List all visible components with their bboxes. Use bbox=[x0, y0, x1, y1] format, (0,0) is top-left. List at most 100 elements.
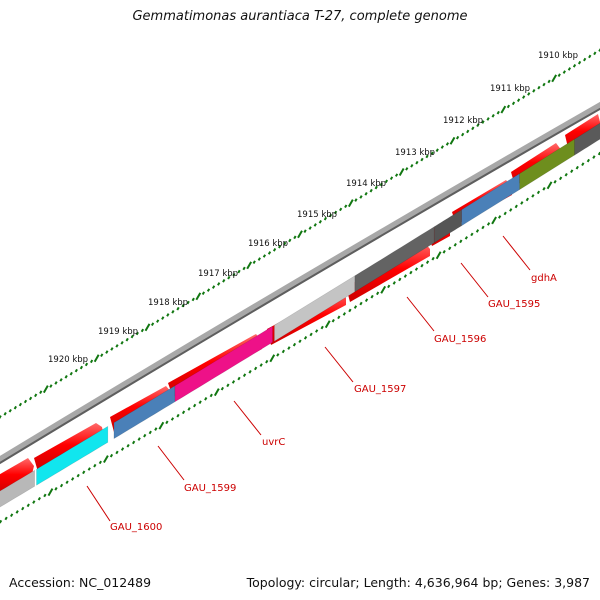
cds-feature bbox=[34, 423, 104, 472]
scale-label: 1916 kbp bbox=[248, 239, 288, 249]
minor-tick bbox=[583, 57, 587, 62]
inner-major-tick bbox=[380, 285, 387, 294]
inner-minor-tick bbox=[54, 487, 58, 491]
minor-tick bbox=[461, 132, 465, 137]
scale-label: 1919 kbp bbox=[98, 327, 138, 337]
minor-tick bbox=[206, 288, 211, 292]
minor-tick bbox=[140, 328, 145, 333]
inner-minor-tick bbox=[132, 440, 136, 445]
inner-minor-tick bbox=[237, 376, 241, 381]
minor-tick bbox=[74, 368, 78, 373]
minor-tick bbox=[471, 126, 475, 131]
inner-minor-tick bbox=[137, 437, 141, 441]
inner-minor-tick bbox=[520, 201, 524, 205]
minor-tick bbox=[150, 322, 155, 327]
minor-tick bbox=[267, 251, 272, 255]
leader-line bbox=[86, 485, 111, 522]
inner-minor-tick bbox=[231, 380, 236, 384]
inner-minor-tick bbox=[498, 215, 502, 219]
minor-tick bbox=[374, 185, 378, 190]
minor-tick bbox=[8, 408, 12, 413]
gene-labels: gdhA GAU_1595 GAU_1596 GAU_1597 uvrC GAU… bbox=[86, 235, 557, 533]
inner-minor-tick bbox=[93, 463, 97, 468]
minor-tick bbox=[39, 390, 43, 395]
scale-tick-marks bbox=[42, 74, 558, 394]
inner-major-tick bbox=[324, 320, 331, 329]
inner-minor-tick bbox=[586, 158, 590, 163]
minor-tick bbox=[23, 399, 28, 404]
minor-tick bbox=[542, 82, 546, 87]
leader-line bbox=[157, 445, 185, 481]
inner-minor-tick bbox=[553, 180, 557, 184]
minor-tick bbox=[89, 359, 94, 364]
inner-minor-tick bbox=[32, 500, 36, 504]
minor-tick bbox=[339, 207, 343, 212]
inner-minor-tick bbox=[248, 370, 252, 374]
inner-minor-tick bbox=[348, 308, 352, 313]
inner-minor-tick bbox=[453, 243, 457, 247]
minor-tick bbox=[384, 179, 389, 184]
gene-track bbox=[0, 122, 600, 508]
topology-text: Topology: circular; Length: 4,636,964 bp… bbox=[246, 575, 590, 590]
inner-minor-tick bbox=[198, 400, 202, 405]
minor-tick bbox=[272, 247, 277, 252]
inner-minor-tick bbox=[570, 169, 574, 174]
inner-minor-tick bbox=[592, 155, 596, 159]
minor-tick bbox=[344, 204, 348, 209]
major-tick bbox=[297, 230, 303, 239]
inner-major-tick bbox=[47, 488, 54, 497]
scale-label: 1915 kbp bbox=[297, 210, 337, 220]
minor-tick bbox=[537, 85, 541, 90]
inner-minor-tick bbox=[220, 386, 224, 391]
major-tick bbox=[93, 354, 100, 363]
gene-label: GAU_1596 bbox=[434, 334, 486, 345]
inner-minor-tick bbox=[414, 267, 419, 271]
inner-minor-tick bbox=[309, 332, 313, 337]
inner-minor-tick bbox=[559, 176, 563, 181]
leader-line bbox=[460, 262, 489, 298]
leader-line bbox=[324, 346, 354, 383]
genome-backbone bbox=[0, 101, 600, 465]
minor-tick bbox=[389, 176, 394, 181]
scale-label: 1914 kbp bbox=[346, 179, 386, 189]
gene-label: gdhA bbox=[531, 273, 557, 284]
gene-label: GAU_1595 bbox=[488, 299, 540, 310]
inner-minor-tick bbox=[398, 277, 402, 282]
minor-tick bbox=[333, 210, 338, 215]
minor-tick bbox=[176, 306, 180, 311]
inner-minor-tick bbox=[170, 417, 175, 421]
inner-minor-tick bbox=[403, 274, 407, 278]
inner-minor-tick bbox=[209, 393, 213, 398]
inner-major-tick bbox=[435, 251, 442, 260]
inner-minor-tick bbox=[148, 430, 152, 435]
inner-minor-tick bbox=[470, 232, 474, 237]
minor-tick bbox=[156, 319, 160, 323]
scale-labels: 1910 kbp 1911 kbp 1912 kbp 1913 kbp 1914… bbox=[48, 51, 578, 365]
inner-minor-tick bbox=[581, 162, 585, 166]
inner-minor-tick bbox=[254, 366, 258, 371]
minor-tick bbox=[308, 226, 312, 230]
minor-tick bbox=[211, 285, 216, 289]
inner-minor-tick bbox=[525, 197, 529, 202]
minor-tick bbox=[557, 73, 561, 77]
gene-label: uvrC bbox=[262, 437, 285, 448]
inner-minor-tick bbox=[376, 291, 380, 296]
minor-tick bbox=[440, 145, 444, 149]
minor-tick bbox=[379, 182, 383, 187]
inner-minor-tick bbox=[431, 256, 435, 261]
minor-tick bbox=[100, 353, 104, 357]
inner-minor-tick bbox=[575, 165, 579, 170]
major-tick bbox=[551, 74, 558, 83]
minor-tick bbox=[64, 374, 68, 379]
inner-minor-tick bbox=[464, 236, 468, 240]
scale-label: 1912 kbp bbox=[443, 116, 483, 126]
inner-minor-tick bbox=[0, 519, 3, 524]
inner-minor-tick bbox=[226, 383, 230, 388]
minor-tick bbox=[532, 89, 536, 93]
minor-tick bbox=[166, 313, 170, 317]
minor-tick bbox=[303, 229, 307, 233]
gene-block-uvrc bbox=[174, 325, 273, 403]
minor-tick bbox=[506, 104, 511, 109]
minor-tick bbox=[105, 350, 109, 354]
